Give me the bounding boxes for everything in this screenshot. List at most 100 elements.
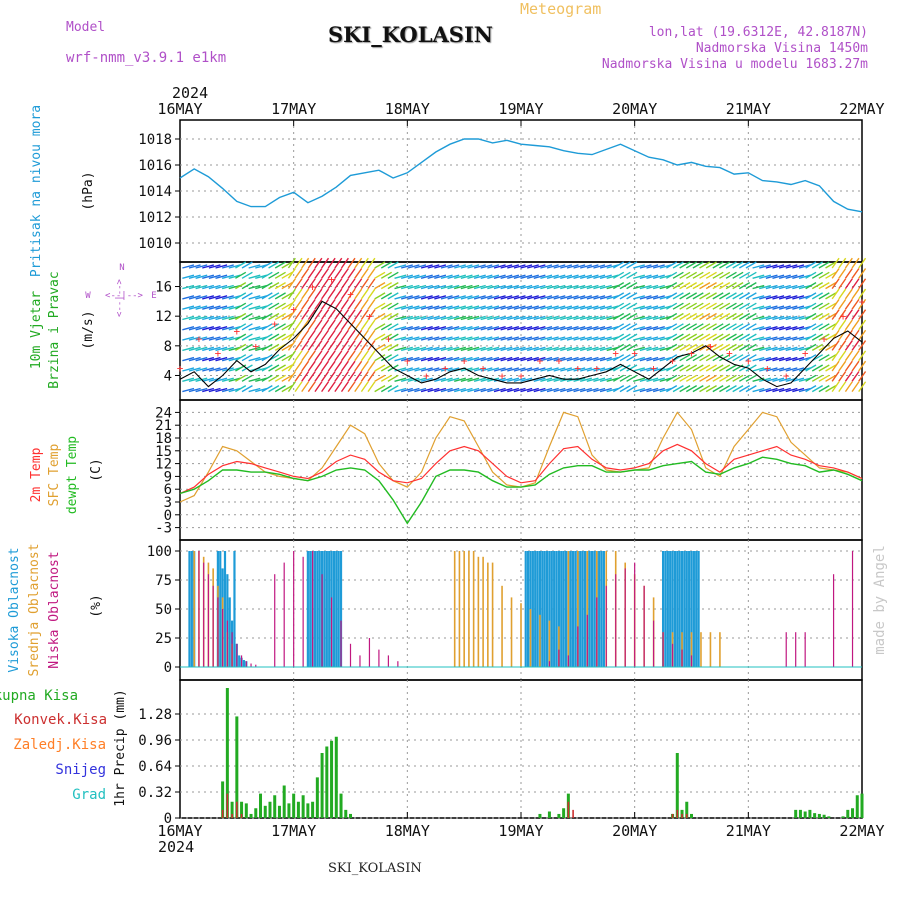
wind-barb	[778, 284, 791, 290]
wind-barb	[487, 305, 500, 310]
wind-barb	[792, 346, 805, 352]
y-tick-label: 3	[164, 495, 172, 511]
wind-barb	[208, 274, 221, 279]
wind-barb	[586, 336, 599, 341]
meteogram-label: Meteogram	[520, 0, 602, 18]
wind-barb	[347, 278, 356, 290]
wind-barb	[367, 381, 376, 393]
wind-barb	[759, 387, 771, 393]
wind-barb	[440, 346, 453, 352]
wind-barb	[566, 315, 579, 321]
wind-barb	[792, 305, 805, 310]
wind-barb	[241, 261, 253, 269]
mid-cloud-bar	[468, 551, 470, 667]
wind-barb	[287, 350, 296, 362]
wind-barb	[765, 284, 778, 290]
wind-barb	[281, 281, 293, 290]
wind-barb	[533, 264, 546, 269]
wind-barb	[354, 329, 363, 341]
wind-barb	[334, 268, 343, 279]
wind-barb	[513, 377, 526, 382]
wind-barb	[719, 292, 731, 300]
wind-barb	[380, 323, 393, 331]
wind-barb	[281, 374, 293, 382]
wind-barb	[811, 292, 824, 300]
wind-barb	[255, 284, 268, 290]
wind-barb	[679, 281, 691, 290]
wind-barb	[672, 333, 684, 341]
wind-barb	[805, 281, 817, 290]
low-cloud-bar	[312, 551, 314, 667]
total-precip-bar	[334, 736, 338, 818]
wind-barb	[221, 295, 234, 300]
wind-barb	[805, 312, 817, 321]
wind-barb	[606, 336, 619, 341]
wind-barb	[340, 309, 349, 320]
wind-barb	[208, 264, 221, 269]
wind-barb	[228, 315, 241, 321]
wind-barb	[407, 264, 420, 269]
wind-barb	[493, 326, 506, 331]
y-tick-label: 12	[155, 309, 172, 325]
wind-barb	[274, 281, 286, 290]
wind-barb	[360, 278, 369, 290]
total-precip-bar	[851, 808, 855, 818]
wind-barb	[659, 305, 672, 310]
wind-barb	[228, 336, 241, 341]
wind-barb	[685, 312, 698, 321]
wind-barb	[208, 284, 221, 290]
wind-barb	[520, 377, 533, 382]
wind-barb	[287, 257, 296, 269]
wind-barb	[513, 346, 526, 352]
gust-marker: +	[480, 362, 487, 375]
station-title: SKI_KOLASIN	[328, 22, 493, 47]
wind-barb	[785, 295, 798, 300]
wind-barb	[619, 364, 631, 372]
wind-barb	[407, 295, 420, 300]
wind-barb	[301, 371, 310, 382]
pressure-axis-label: Pritisak na nivou mora	[29, 105, 44, 277]
wind-barb	[759, 305, 771, 310]
wind-barb	[467, 326, 480, 331]
wind-barb	[202, 284, 215, 290]
wind-barb	[778, 367, 791, 372]
wind-barb	[374, 364, 386, 372]
wind-barb	[301, 278, 310, 290]
wind-barb	[533, 326, 546, 331]
wind-barb	[752, 367, 765, 372]
wind-barb	[811, 302, 824, 310]
wind-barb	[407, 274, 420, 279]
wind-barb	[626, 323, 638, 331]
total-precip-bar	[344, 809, 348, 818]
wind-barb	[838, 278, 847, 290]
wind-barb	[221, 305, 234, 310]
gust-marker: +	[537, 355, 544, 368]
wind-barb	[447, 387, 460, 393]
wind-barb	[613, 292, 625, 300]
wind-barb	[844, 360, 853, 372]
wind-barb	[307, 288, 316, 300]
wind-barb	[367, 319, 376, 331]
wind-barb	[513, 387, 526, 393]
wind-barb	[738, 312, 751, 321]
wind-barb	[487, 356, 500, 362]
gust-marker: +	[859, 295, 866, 308]
wind-barb	[473, 295, 486, 300]
conv-precip-bar	[572, 809, 574, 818]
mid-cloud-bar	[709, 632, 712, 667]
wind-barb	[195, 284, 208, 290]
wind-barb	[467, 387, 480, 393]
wind-barb	[268, 343, 280, 352]
wind-barb	[340, 278, 349, 290]
wind-barb	[679, 374, 691, 382]
wind-barb	[838, 381, 847, 393]
wind-barb	[493, 336, 506, 341]
wind-barb	[712, 292, 724, 300]
wind-barb	[473, 377, 486, 382]
wind-barb	[307, 309, 316, 320]
high-cloud-bar	[524, 551, 527, 667]
wind-barb	[221, 315, 234, 321]
wind-barb	[261, 292, 273, 300]
wind-barb	[235, 302, 247, 310]
wind-barb	[798, 326, 811, 331]
